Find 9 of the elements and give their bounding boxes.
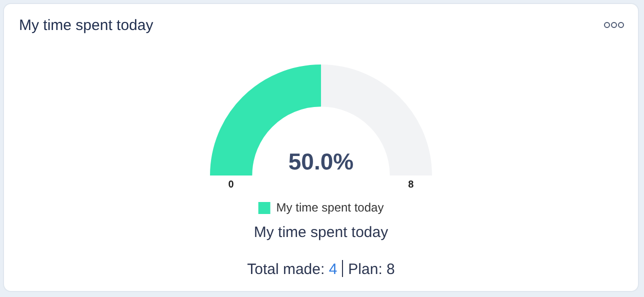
text: My time spent today	[252, 224, 390, 241]
text: 50.0%	[288, 148, 354, 174]
legend-label: My time spent today	[276, 200, 384, 214]
text: Plan: 8	[348, 261, 395, 278]
text: My time spent today	[19, 17, 154, 34]
text: 0	[228, 179, 234, 190]
text: 4	[328, 261, 338, 278]
text: 8	[408, 179, 414, 190]
text: Total made:	[247, 261, 325, 278]
